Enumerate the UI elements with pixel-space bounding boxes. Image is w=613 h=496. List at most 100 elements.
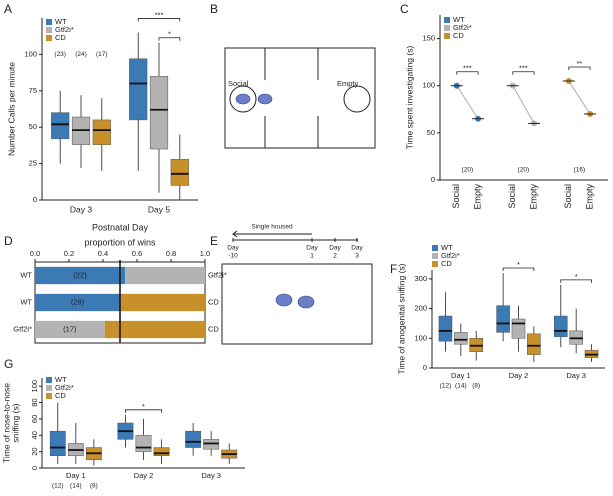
n-label: (14) — [455, 383, 467, 390]
y-axis-label: Number Calls per minute — [6, 62, 16, 156]
timeline-label: 3 — [355, 253, 359, 260]
y-tick-label: 20 — [30, 447, 39, 455]
timeline-title: Single housed — [251, 224, 293, 231]
significance-label: * — [517, 260, 520, 269]
x-tick-label: 0.2 — [64, 249, 74, 258]
row-right-label: Gtf2i* — [208, 270, 227, 279]
x-tick-label: 0.0 — [30, 249, 40, 258]
y-tick-label: 100 — [30, 380, 39, 393]
legend-label: Gtf2i* — [441, 251, 460, 260]
box — [149, 75, 169, 150]
y-tick-label: 60 — [30, 415, 39, 423]
timeline-label: Day — [306, 245, 318, 252]
x-tick-label: Day 1 — [451, 371, 471, 380]
y-tick-label: 75 — [29, 86, 37, 95]
timeline-e — [221, 230, 373, 345]
significance-bracket — [568, 66, 591, 70]
panel-label: C — [400, 2, 409, 16]
significance-label: *** — [463, 64, 472, 73]
legend-swatch — [46, 377, 52, 383]
box — [496, 305, 510, 333]
significance-bracket — [456, 71, 479, 75]
significance-bracket — [125, 409, 162, 413]
box — [92, 119, 111, 145]
y-tick-label: 0 — [431, 175, 435, 184]
panel-label: D — [4, 234, 13, 248]
n-label: (8) — [90, 483, 98, 490]
y-axis-label: sniffing (s) — [10, 403, 20, 442]
y-axis-label: Time spent investigating (s) — [404, 46, 414, 150]
x-tick-label: Day 2 — [509, 371, 529, 380]
pair-line — [512, 85, 535, 124]
n-label: (17) — [96, 51, 108, 58]
legend-swatch — [46, 393, 52, 399]
legend-label: Gtf2i* — [55, 25, 74, 34]
legend-swatch — [432, 245, 438, 251]
y-tick-label: 80 — [30, 398, 39, 406]
y-tick-label: 100 — [414, 333, 427, 342]
legend-label: WT — [453, 15, 465, 24]
significance-label: * — [575, 272, 578, 281]
y-tick-label: 150 — [422, 34, 435, 43]
box — [185, 430, 202, 448]
box — [153, 447, 170, 456]
timeline-label: Day — [351, 245, 363, 252]
legend-swatch — [46, 19, 52, 25]
arena-b — [224, 47, 376, 149]
legend-label: CD — [441, 259, 452, 268]
x-tick-label: Day 3 — [70, 204, 92, 214]
y-axis-label: Time of anogenital sniffing (s) — [396, 263, 406, 374]
y-tick-label: 200 — [414, 304, 427, 313]
y-tick-label: 25 — [29, 159, 37, 168]
x-tick-label: Day 1 — [66, 471, 86, 480]
panel-label: A — [4, 2, 12, 16]
x-tick-label: 1.0 — [200, 249, 210, 258]
pair-line — [568, 80, 591, 115]
legend-swatch — [444, 25, 450, 31]
y-tick-label: 300 — [414, 274, 427, 283]
row-left-label: WT — [20, 297, 32, 306]
win-bar — [104, 320, 205, 339]
x-tick-label: Social — [451, 184, 461, 209]
n-label: (16) — [574, 167, 586, 174]
x-tick-label: Empty — [472, 184, 482, 210]
significance-bracket — [512, 71, 535, 75]
box — [49, 430, 66, 456]
panel-label: B — [210, 2, 218, 16]
x-tick-label: Day 3 — [566, 371, 586, 380]
legend-swatch — [432, 253, 438, 259]
x-tick-label: Social — [563, 184, 573, 209]
box — [554, 315, 568, 338]
box — [438, 315, 453, 342]
legend-swatch — [46, 27, 52, 33]
significance-label: * — [142, 402, 145, 411]
significance-label: ** — [577, 59, 583, 68]
x-tick-label: Empty — [584, 184, 594, 210]
y-tick-label: 0 — [33, 195, 37, 204]
n-label: (23) — [54, 51, 66, 58]
n-label: (8) — [472, 383, 480, 390]
significance-label: * — [168, 30, 171, 39]
win-bar — [125, 266, 205, 285]
pair-line — [456, 85, 479, 119]
significance-label: *** — [519, 64, 528, 73]
legend-swatch — [46, 385, 52, 391]
significance-bracket — [502, 267, 535, 271]
legend-label: CD — [55, 391, 66, 400]
mice-e — [275, 293, 315, 309]
x-tick-label: Day 5 — [148, 204, 170, 214]
significance-label: *** — [155, 11, 164, 20]
x-tick-label: 0.8 — [166, 249, 176, 258]
zone-label: Social — [228, 79, 249, 88]
legend-swatch — [444, 17, 450, 23]
legend-label: CD — [453, 31, 464, 40]
panel-label: E — [210, 234, 218, 248]
box — [454, 332, 468, 345]
timeline-label: 2 — [333, 253, 337, 260]
legend-label: WT — [55, 17, 67, 26]
box — [135, 435, 152, 452]
significance-bracket — [158, 37, 181, 41]
x-tick-label: Day 2 — [134, 471, 154, 480]
significance-bracket — [560, 279, 592, 283]
significance-bracket — [137, 18, 181, 22]
